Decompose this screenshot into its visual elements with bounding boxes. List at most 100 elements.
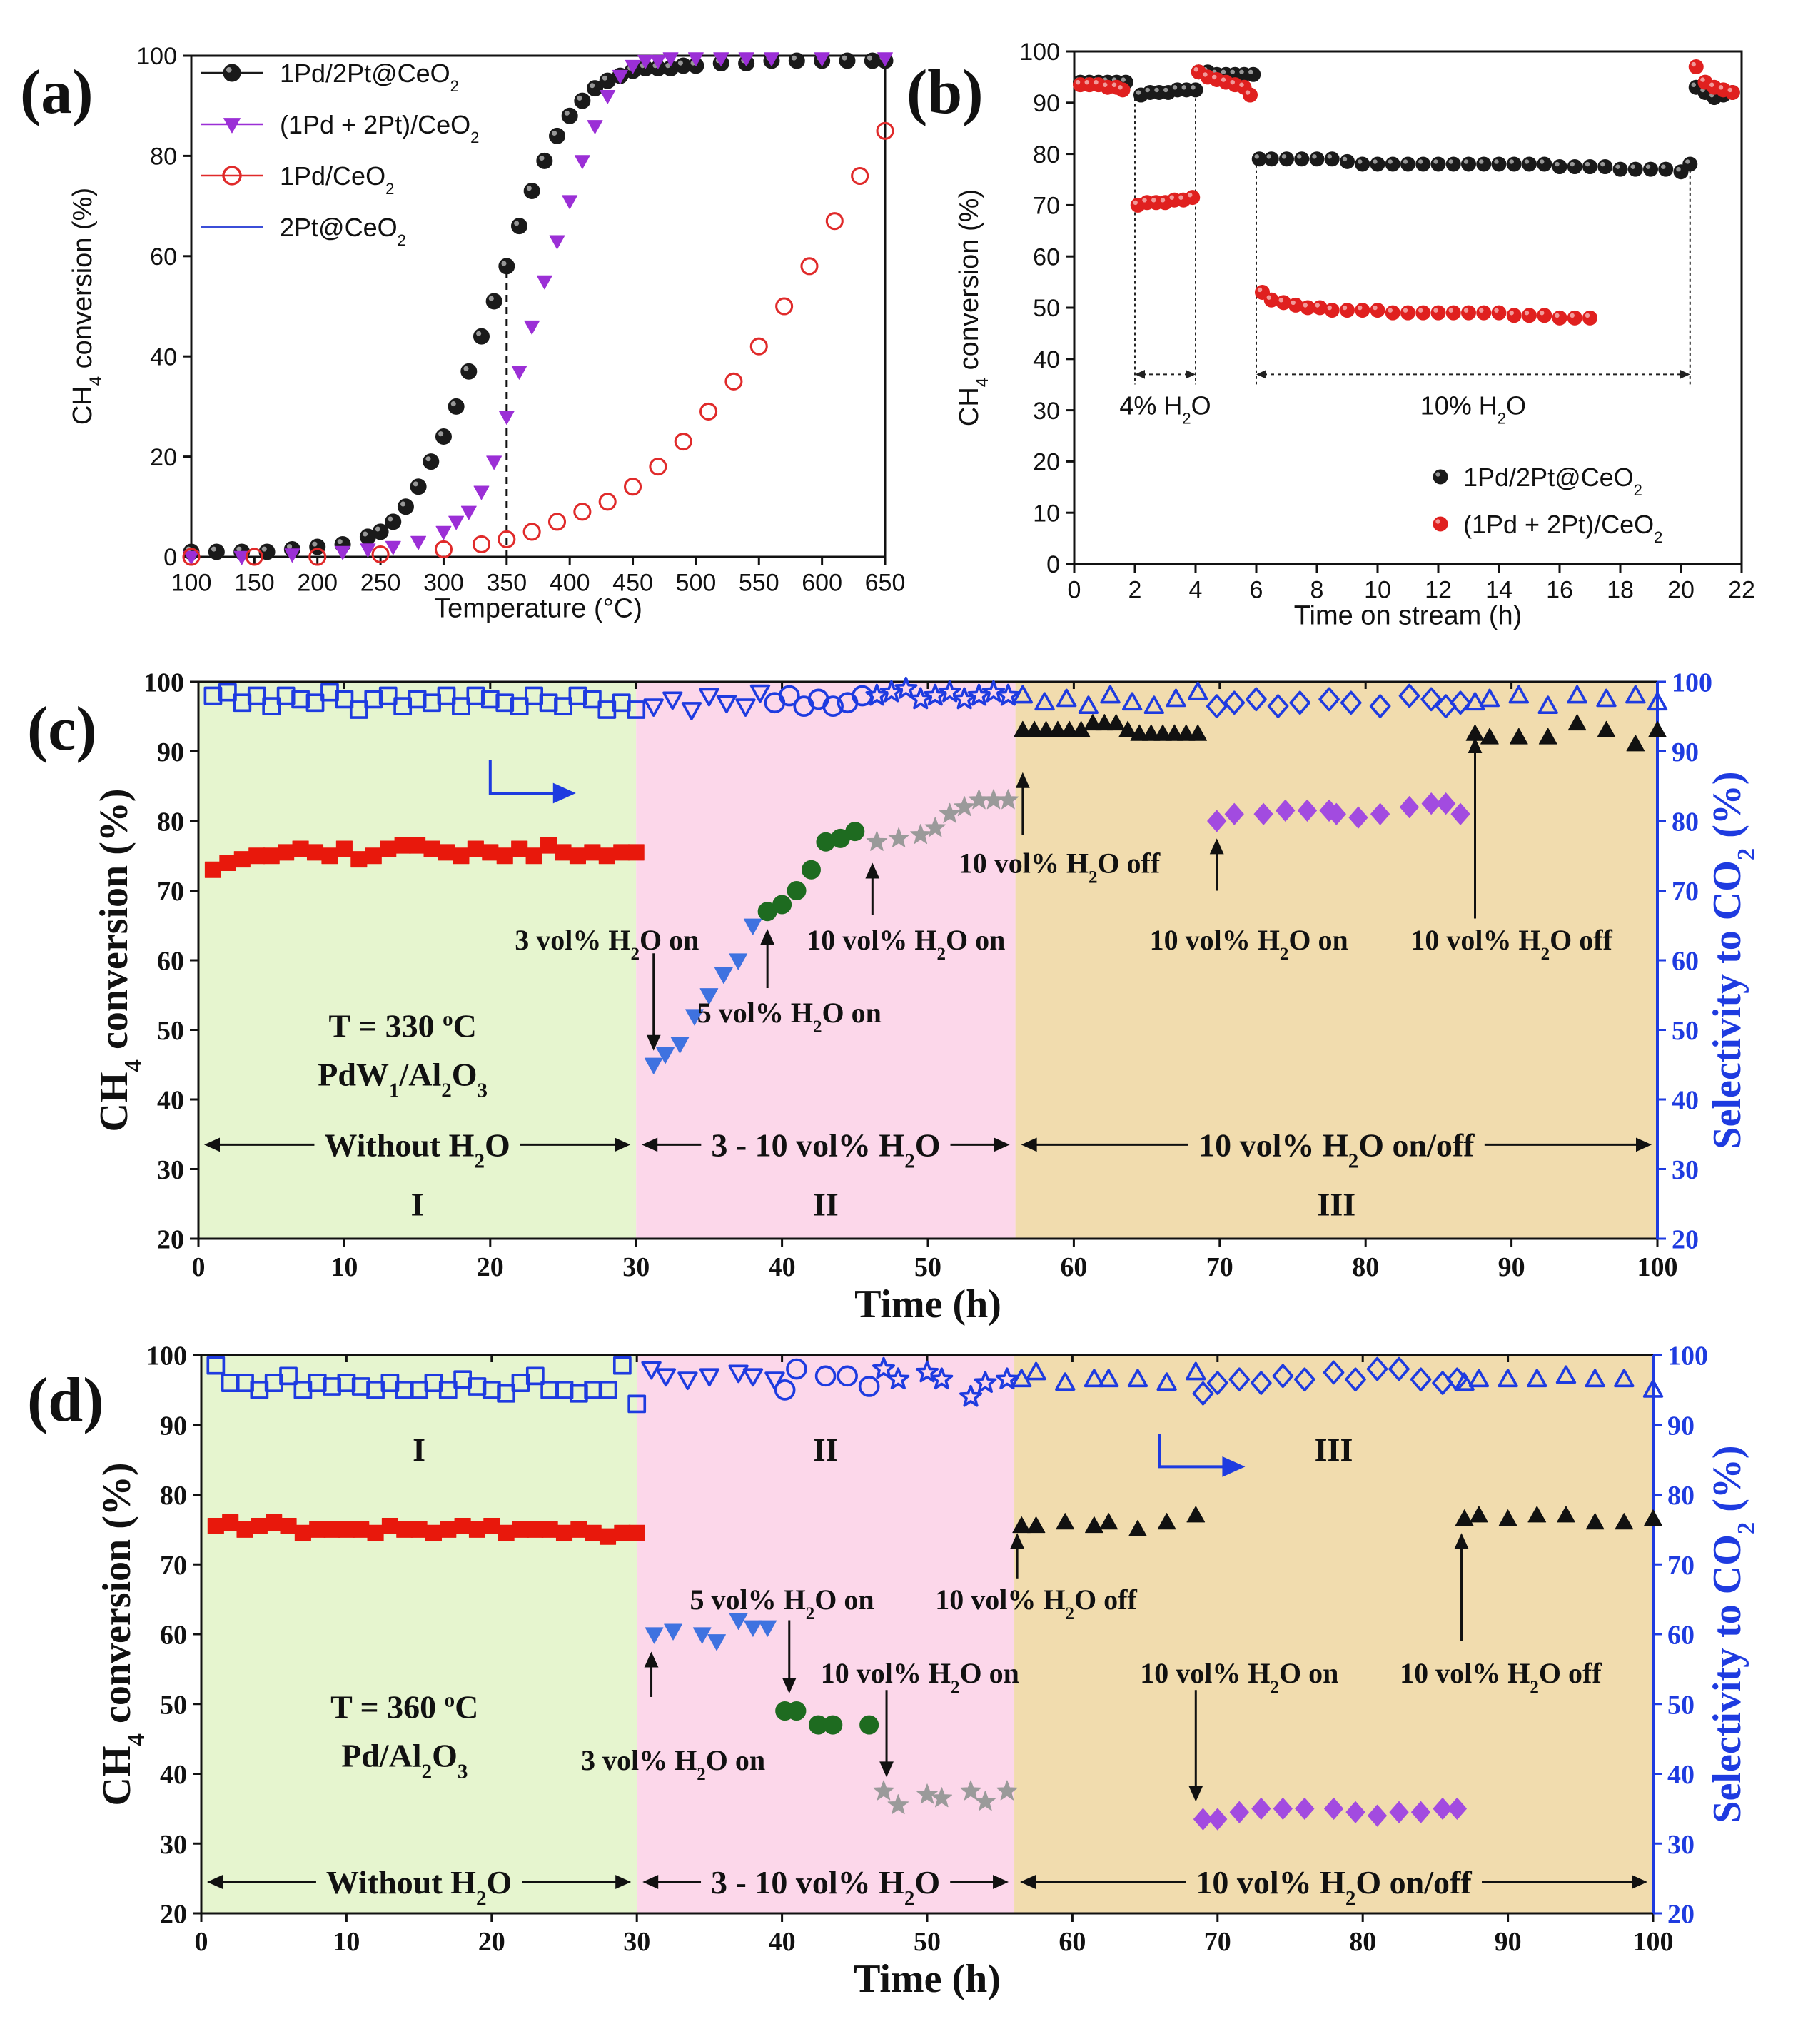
data-point bbox=[1099, 1513, 1118, 1530]
data-point bbox=[662, 691, 683, 710]
data-point bbox=[1370, 802, 1390, 825]
legend-label: 1Pd/CeO2 bbox=[280, 161, 394, 198]
x-tick-label: 20 bbox=[478, 1927, 505, 1957]
data-point bbox=[435, 428, 452, 445]
x-tick-label: 100 bbox=[171, 570, 212, 597]
data-point bbox=[1251, 1797, 1271, 1820]
data-point bbox=[452, 697, 470, 716]
series-2 bbox=[645, 1613, 777, 1651]
data-point bbox=[800, 257, 819, 276]
data-point bbox=[938, 680, 961, 703]
condition-label: PdW1/Al2O3 bbox=[318, 1057, 488, 1102]
data-point bbox=[1253, 802, 1273, 825]
data-point bbox=[511, 1374, 530, 1392]
data-point bbox=[613, 844, 630, 861]
data-point bbox=[1250, 1371, 1272, 1395]
data-point bbox=[1388, 1356, 1410, 1381]
right-axis: 20 30 40 50 60 70 80 90 100 Selectivity to CO2 (%… bbox=[1656, 668, 1760, 1255]
data-point bbox=[573, 503, 592, 521]
data-point bbox=[423, 453, 440, 470]
data-point bbox=[772, 895, 792, 915]
x-tick-label: 650 bbox=[865, 570, 906, 597]
data-point bbox=[263, 847, 280, 865]
data-point bbox=[1567, 310, 1582, 326]
data-point bbox=[724, 372, 743, 391]
data-point bbox=[367, 1524, 384, 1541]
data-point bbox=[309, 1521, 326, 1538]
legend-label: 1Pd/2Pt@CeO2 bbox=[280, 59, 459, 95]
data-point bbox=[1166, 688, 1186, 708]
x-tick-label: 6 bbox=[1250, 577, 1263, 604]
data-point bbox=[1294, 1367, 1315, 1391]
data-point bbox=[1498, 1369, 1518, 1388]
data-point bbox=[335, 545, 351, 560]
x-tick-label: 450 bbox=[612, 570, 653, 597]
data-point bbox=[758, 1620, 777, 1637]
data-point bbox=[497, 1384, 516, 1403]
x-tick-label: 10 bbox=[1364, 577, 1391, 604]
data-point bbox=[1228, 1367, 1251, 1391]
data-point bbox=[460, 363, 478, 380]
data-point bbox=[744, 1620, 762, 1637]
series-6 bbox=[1193, 1797, 1467, 1831]
data-point bbox=[1318, 687, 1340, 712]
data-point bbox=[814, 52, 830, 67]
data-point bbox=[1326, 802, 1346, 825]
data-point bbox=[527, 1521, 544, 1538]
y-tick-label: 100 bbox=[146, 1341, 187, 1371]
region-label: I bbox=[411, 1186, 424, 1222]
series-13 bbox=[1206, 683, 1471, 718]
legend-marker bbox=[223, 118, 241, 134]
data-point bbox=[1627, 161, 1643, 177]
data-point bbox=[628, 1524, 645, 1541]
legend-label: (1Pd + 2Pt)/CeO2 bbox=[280, 110, 479, 146]
legend-label: 1Pd/2Pt@CeO2 bbox=[1463, 463, 1642, 499]
data-point bbox=[524, 320, 540, 335]
data-point bbox=[472, 535, 491, 553]
data-point bbox=[349, 700, 368, 719]
x-tick-label: 100 bbox=[1633, 1927, 1674, 1957]
data-point bbox=[510, 218, 527, 235]
data-point bbox=[822, 695, 844, 717]
x-tick-label: 30 bbox=[622, 1252, 650, 1282]
data-point bbox=[1508, 685, 1529, 704]
data-point bbox=[787, 881, 807, 900]
series-7 bbox=[1465, 714, 1667, 752]
x-tick-label: 50 bbox=[914, 1252, 941, 1282]
data-point bbox=[1263, 151, 1279, 167]
x-tick-label: 40 bbox=[769, 1927, 796, 1957]
y-tick-label: 50 bbox=[160, 1690, 187, 1720]
y-tick-label: 60 bbox=[160, 1621, 187, 1651]
data-point bbox=[1567, 714, 1587, 731]
x-tick-label: 600 bbox=[802, 570, 842, 597]
data-point bbox=[206, 1356, 226, 1375]
data-point bbox=[219, 854, 236, 872]
data-point bbox=[687, 52, 704, 67]
annotation: 5 vol% H2O on bbox=[690, 1584, 874, 1694]
data-point bbox=[233, 851, 251, 868]
data-point bbox=[930, 1367, 954, 1390]
data-point bbox=[681, 702, 702, 720]
data-point bbox=[1567, 685, 1587, 704]
data-point bbox=[624, 478, 642, 496]
data-point bbox=[1295, 1797, 1315, 1820]
series-1 bbox=[204, 837, 645, 878]
x-axis-label: Temperature (°C) bbox=[434, 594, 642, 624]
data-point bbox=[1279, 151, 1294, 167]
data-point bbox=[1420, 687, 1443, 712]
data-point bbox=[614, 1524, 631, 1541]
data-point bbox=[600, 89, 616, 104]
data-point bbox=[1682, 156, 1698, 172]
data-point bbox=[1355, 156, 1370, 172]
data-point bbox=[483, 1517, 500, 1535]
panel-label: (b) bbox=[906, 58, 984, 127]
data-point bbox=[1263, 292, 1279, 308]
y-tick-label: 40 bbox=[157, 1086, 184, 1116]
data-point bbox=[284, 548, 300, 563]
data-point bbox=[677, 1371, 698, 1391]
data-point bbox=[894, 676, 918, 699]
annotation-label: 10 vol% H2O on bbox=[807, 924, 1005, 964]
x-tick-label: 90 bbox=[1495, 1927, 1522, 1957]
panel-d: (d)0 10 20 30 40 50 60 70 80 90 100203040506070809… bbox=[27, 1341, 1760, 2001]
x-axis-label: Time (h) bbox=[854, 1282, 1001, 1326]
